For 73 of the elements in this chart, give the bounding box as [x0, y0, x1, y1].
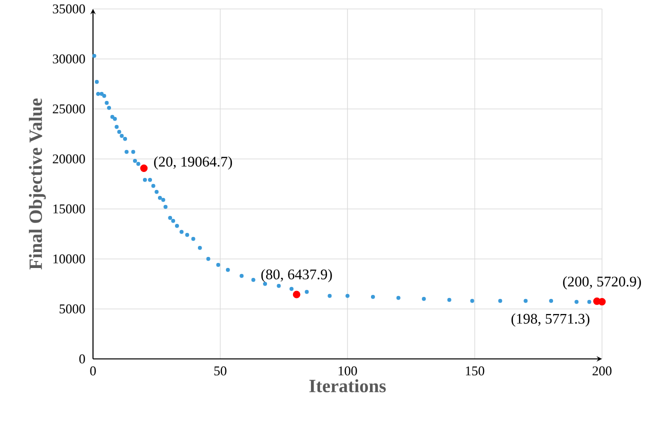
point — [107, 106, 112, 110]
point — [140, 164, 148, 172]
point — [94, 80, 99, 84]
point — [142, 178, 147, 182]
point — [198, 246, 202, 250]
y-tick-label: 25000 — [52, 104, 85, 114]
point — [102, 94, 106, 98]
point — [206, 256, 210, 261]
point — [524, 298, 528, 303]
point — [498, 298, 502, 303]
y-tick-label: 20000 — [52, 154, 85, 164]
point — [598, 298, 606, 306]
y-tick-label: 0 — [79, 354, 85, 364]
point — [110, 114, 114, 119]
point — [114, 124, 119, 129]
y-tick-label: 30000 — [52, 54, 85, 64]
point — [131, 150, 136, 154]
point — [148, 178, 152, 182]
data-label: (80, 6437.9) — [261, 269, 332, 282]
y-tick-label: 5000 — [60, 304, 85, 314]
point — [251, 278, 256, 282]
point — [164, 204, 168, 209]
point — [304, 290, 309, 294]
data-label: (20, 19064.7) — [154, 156, 232, 170]
point — [151, 184, 156, 188]
point — [396, 296, 400, 300]
data-label: (198, 5771.3) — [512, 313, 590, 327]
point — [216, 262, 220, 267]
point — [161, 198, 166, 202]
point — [290, 286, 294, 291]
y-axis-title: Final Objective Value — [28, 98, 46, 270]
point — [346, 294, 350, 298]
point — [124, 150, 129, 154]
point — [226, 268, 230, 272]
y-tick-label: 35000 — [52, 4, 85, 14]
point — [185, 232, 190, 237]
x-tick-label: 50 — [214, 366, 226, 376]
y-tick-label: 10000 — [53, 254, 85, 264]
point — [180, 230, 184, 234]
point — [587, 300, 592, 304]
x-tick-label: 200 — [592, 366, 612, 376]
point — [470, 298, 474, 303]
x-tick-label: 150 — [466, 366, 484, 376]
point — [574, 300, 579, 304]
point — [92, 54, 96, 58]
point — [100, 92, 104, 96]
point — [370, 294, 375, 299]
y-tick-label: 15000 — [53, 204, 85, 214]
point — [133, 158, 137, 163]
point — [136, 162, 140, 166]
x-tick-label: 0 — [90, 366, 96, 376]
point — [447, 298, 452, 302]
x-tick-label: 100 — [338, 366, 357, 376]
point — [174, 224, 179, 228]
point — [422, 296, 426, 301]
point — [168, 216, 172, 220]
point — [171, 218, 176, 223]
point — [240, 274, 244, 278]
point — [123, 136, 128, 141]
point — [549, 298, 554, 303]
x-axis-title: Iterations — [309, 379, 386, 392]
point — [292, 290, 300, 298]
data-label: (200, 5720.9) — [563, 276, 641, 290]
point — [191, 236, 196, 241]
point — [328, 294, 332, 298]
point — [276, 284, 281, 288]
point — [117, 130, 122, 134]
point — [96, 92, 100, 96]
point — [120, 134, 124, 138]
point — [112, 116, 117, 121]
point — [158, 196, 162, 200]
point — [104, 100, 109, 105]
point — [154, 190, 159, 194]
